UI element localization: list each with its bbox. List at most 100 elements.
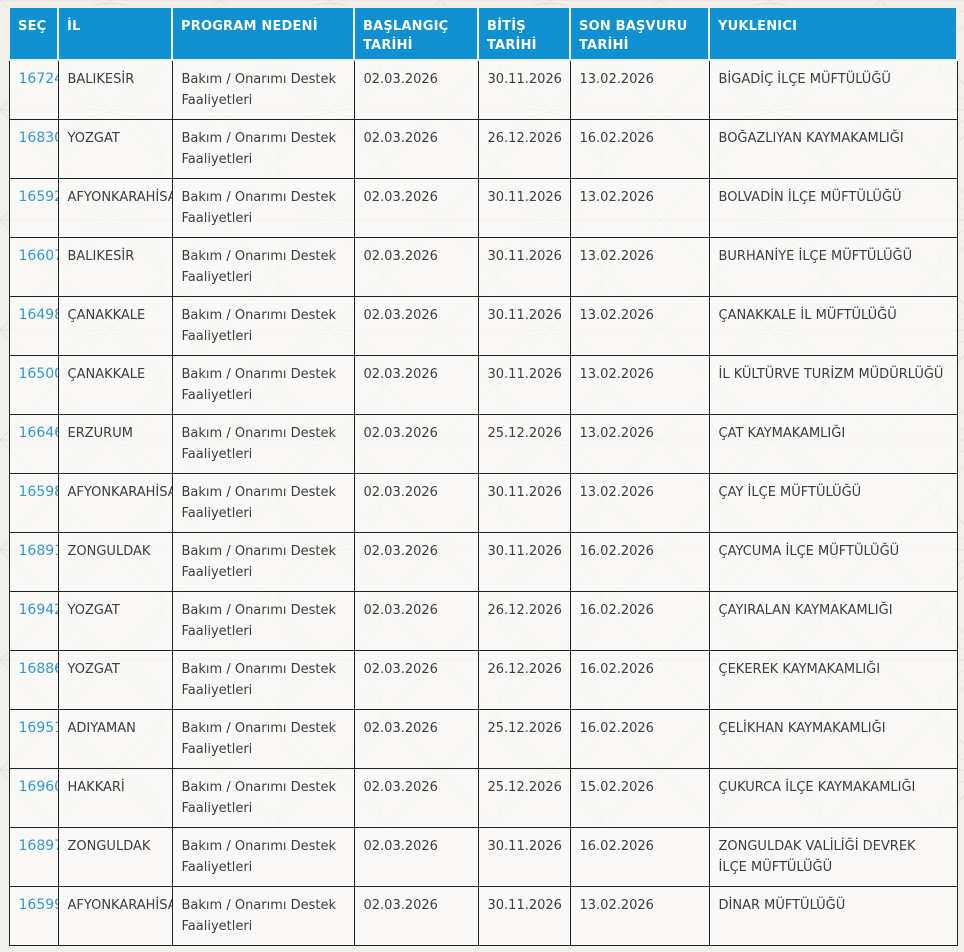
cell-sec: 16599	[8, 886, 59, 946]
cell-bitis: 30.11.2026	[477, 532, 571, 592]
cell-bitis: 26.12.2026	[477, 119, 571, 179]
cell-son-basvuru: 13.02.2026	[569, 355, 710, 415]
table-row: 16951 ADIYAMAN Bakım / Onarımı Destek Fa…	[8, 709, 958, 769]
cell-sec: 16830	[8, 119, 59, 179]
cell-baslangic: 02.03.2026	[353, 709, 479, 769]
column-header-bitis: BİTİŞ TARİHİ	[477, 6, 571, 61]
cell-sec: 16646	[8, 414, 59, 474]
cell-bitis: 26.12.2026	[477, 591, 571, 651]
cell-son-basvuru: 16.02.2026	[569, 709, 710, 769]
cell-program: Bakım / Onarımı Destek Faaliyetleri	[171, 591, 355, 651]
table-row: 16960 HAKKARİ Bakım / Onarımı Destek Faa…	[8, 768, 958, 828]
cell-il: YOZGAT	[57, 650, 173, 710]
row-id-link[interactable]: 16891	[18, 543, 58, 559]
column-header-il: İL	[57, 6, 173, 61]
cell-il: AFYONKARAHİSAR	[57, 886, 173, 946]
cell-son-basvuru: 13.02.2026	[569, 59, 710, 120]
cell-il: ERZURUM	[57, 414, 173, 474]
cell-baslangic: 02.03.2026	[353, 59, 479, 120]
cell-yuklenici: ÇANAKKALE İL MÜFTÜLÜĞÜ	[708, 296, 958, 356]
cell-il: ZONGULDAK	[57, 827, 173, 887]
row-id-link[interactable]: 16886	[18, 661, 58, 677]
cell-bitis: 30.11.2026	[477, 178, 571, 238]
cell-son-basvuru: 16.02.2026	[569, 827, 710, 887]
row-id-link[interactable]: 16607	[18, 248, 58, 264]
cell-yuklenici: İL KÜLTÜRVE TURİZM MÜDÜRLÜĞÜ	[708, 355, 958, 415]
row-id-link[interactable]: 16592	[18, 189, 58, 205]
cell-program: Bakım / Onarımı Destek Faaliyetleri	[171, 119, 355, 179]
cell-bitis: 30.11.2026	[477, 237, 571, 297]
cell-baslangic: 02.03.2026	[353, 296, 479, 356]
column-header-yuklenici: YUKLENICI	[708, 6, 958, 61]
cell-il: HAKKARİ	[57, 768, 173, 828]
cell-yuklenici: BOĞAZLIYAN KAYMAKAMLIĞI	[708, 119, 958, 179]
cell-bitis: 30.11.2026	[477, 473, 571, 533]
cell-sec: 16951	[8, 709, 59, 769]
cell-program: Bakım / Onarımı Destek Faaliyetleri	[171, 296, 355, 356]
row-id-link[interactable]: 16951	[18, 720, 58, 736]
cell-il: ÇANAKKALE	[57, 355, 173, 415]
row-id-link[interactable]: 16724	[18, 71, 58, 87]
cell-program: Bakım / Onarımı Destek Faaliyetleri	[171, 886, 355, 946]
table-row: 16607 BALIKESİR Bakım / Onarımı Destek F…	[8, 237, 958, 297]
table-row: 16897 ZONGULDAK Bakım / Onarımı Destek F…	[8, 827, 958, 887]
cell-sec: 16607	[8, 237, 59, 297]
cell-program: Bakım / Onarımı Destek Faaliyetleri	[171, 768, 355, 828]
cell-bitis: 30.11.2026	[477, 59, 571, 120]
cell-il: BALIKESİR	[57, 59, 173, 120]
row-id-link[interactable]: 16646	[18, 425, 58, 441]
cell-yuklenici: ÇAYCUMA İLÇE MÜFTÜLÜĞÜ	[708, 532, 958, 592]
table-row: 16886 YOZGAT Bakım / Onarımı Destek Faal…	[8, 650, 958, 710]
cell-son-basvuru: 16.02.2026	[569, 532, 710, 592]
row-id-link[interactable]: 16830	[18, 130, 58, 146]
row-id-link[interactable]: 16897	[18, 838, 58, 854]
cell-program: Bakım / Onarımı Destek Faaliyetleri	[171, 827, 355, 887]
cell-il: BALIKESİR	[57, 237, 173, 297]
row-id-link[interactable]: 16500	[18, 366, 58, 382]
cell-yuklenici: ÇELİKHAN KAYMAKAMLIĞI	[708, 709, 958, 769]
cell-sec: 16897	[8, 827, 59, 887]
cell-yuklenici: ZONGULDAK VALİLİĞİ DEVREK İLÇE MÜFTÜLÜĞÜ	[708, 827, 958, 887]
cell-sec: 16960	[8, 768, 59, 828]
cell-program: Bakım / Onarımı Destek Faaliyetleri	[171, 178, 355, 238]
cell-program: Bakım / Onarımı Destek Faaliyetleri	[171, 532, 355, 592]
cell-yuklenici: ÇUKURCA İLÇE KAYMAKAMLIĞI	[708, 768, 958, 828]
row-id-link[interactable]: 16599	[18, 897, 58, 913]
cell-program: Bakım / Onarımı Destek Faaliyetleri	[171, 237, 355, 297]
cell-baslangic: 02.03.2026	[353, 355, 479, 415]
row-id-link[interactable]: 16598	[18, 484, 58, 500]
cell-son-basvuru: 16.02.2026	[569, 591, 710, 651]
row-id-link[interactable]: 16498	[18, 307, 58, 323]
cell-bitis: 30.11.2026	[477, 355, 571, 415]
cell-program: Bakım / Onarımı Destek Faaliyetleri	[171, 414, 355, 474]
cell-bitis: 25.12.2026	[477, 768, 571, 828]
cell-son-basvuru: 13.02.2026	[569, 473, 710, 533]
cell-sec: 16500	[8, 355, 59, 415]
row-id-link[interactable]: 16942	[18, 602, 58, 618]
cell-baslangic: 02.03.2026	[353, 237, 479, 297]
cell-baslangic: 02.03.2026	[353, 886, 479, 946]
row-id-link[interactable]: 16960	[18, 779, 58, 795]
cell-il: AFYONKARAHİSAR	[57, 178, 173, 238]
table-row: 16599 AFYONKARAHİSAR Bakım / Onarımı Des…	[8, 886, 958, 946]
cell-baslangic: 02.03.2026	[353, 768, 479, 828]
cell-sec: 16891	[8, 532, 59, 592]
cell-bitis: 30.11.2026	[477, 296, 571, 356]
column-header-sec: SEÇ	[8, 6, 59, 61]
cell-baslangic: 02.03.2026	[353, 532, 479, 592]
cell-yuklenici: BURHANİYE İLÇE MÜFTÜLÜĞÜ	[708, 237, 958, 297]
cell-sec: 16592	[8, 178, 59, 238]
cell-il: ZONGULDAK	[57, 532, 173, 592]
table-row: 16500 ÇANAKKALE Bakım / Onarımı Destek F…	[8, 355, 958, 415]
cell-yuklenici: ÇAT KAYMAKAMLIĞI	[708, 414, 958, 474]
cell-program: Bakım / Onarımı Destek Faaliyetleri	[171, 650, 355, 710]
table-header-row: SEÇ İL PROGRAM NEDENİ BAŞLANGIÇ TARİHİ B…	[8, 6, 958, 61]
cell-baslangic: 02.03.2026	[353, 473, 479, 533]
cell-yuklenici: BİGADİÇ İLÇE MÜFTÜLÜĞÜ	[708, 59, 958, 120]
table-row: 16598 AFYONKARAHİSAR Bakım / Onarımı Des…	[8, 473, 958, 533]
cell-il: AFYONKARAHİSAR	[57, 473, 173, 533]
cell-yuklenici: ÇAY İLÇE MÜFTÜLÜĞÜ	[708, 473, 958, 533]
column-header-baslangic: BAŞLANGIÇ TARİHİ	[353, 6, 479, 61]
cell-il: ÇANAKKALE	[57, 296, 173, 356]
